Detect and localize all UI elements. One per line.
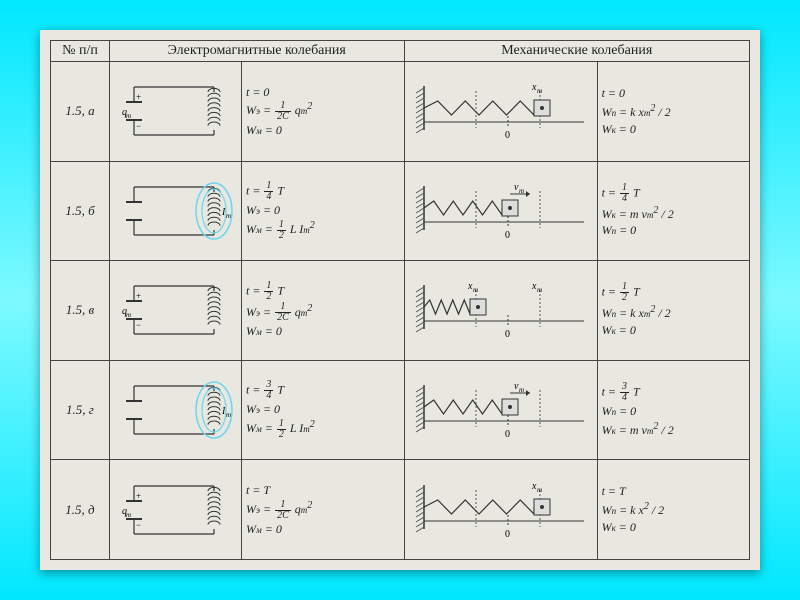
em-circuit-diagram: Im (109, 360, 241, 460)
table-row: 1.5, гImt = 34 TWэ = 0Wм = 12 L Im20vmt … (51, 360, 750, 460)
em-circuit-diagram: qm+− (109, 460, 241, 560)
header-row: № п/п Электромагнитные колебания Механич… (51, 41, 750, 62)
em-circuit-diagram: qm+− (109, 62, 241, 162)
svg-text:+: + (136, 491, 141, 501)
svg-text:+: + (136, 92, 141, 102)
mech-equations: t = 0Wп = k xm2 / 2Wк = 0 (597, 62, 749, 162)
header-em: Электромагнитные колебания (109, 41, 404, 62)
em-equations: t = 34 TWэ = 0Wм = 12 L Im2 (241, 360, 404, 460)
row-index: 1.5, в (51, 261, 110, 361)
svg-text:m: m (473, 286, 478, 294)
em-circuit-diagram: Im (109, 161, 241, 261)
svg-text:0: 0 (505, 329, 510, 340)
svg-text:−: − (136, 121, 141, 131)
svg-text:−: − (136, 320, 141, 330)
svg-text:m: m (126, 311, 131, 319)
svg-text:m: m (226, 411, 231, 419)
mech-equations: t = TWп = k x2 / 2Wк = 0 (597, 460, 749, 560)
svg-text:m: m (537, 286, 542, 294)
em-circuit-diagram: qm+− (109, 261, 241, 361)
svg-text:0: 0 (505, 130, 510, 141)
mech-equations: t = 12 TWп = k xm2 / 2Wк = 0 (597, 261, 749, 361)
row-index: 1.5, б (51, 161, 110, 261)
svg-text:0: 0 (505, 529, 510, 540)
svg-text:m: m (519, 386, 524, 394)
svg-text:0: 0 (505, 230, 510, 241)
header-index: № п/п (51, 41, 110, 62)
svg-text:m: m (537, 87, 542, 95)
table-row: 1.5, дqm+−t = TWэ = 12C qm2Wм = 00xmt = … (51, 460, 750, 560)
mech-spring-diagram: 0vm (404, 161, 597, 261)
table-row: 1.5, вqm+−t = 12 TWэ = 12C qm2Wм = 00xmx… (51, 261, 750, 361)
svg-text:−: − (136, 520, 141, 530)
header-mech: Механические колебания (404, 41, 749, 62)
row-index: 1.5, д (51, 460, 110, 560)
svg-text:m: m (537, 486, 542, 494)
mech-spring-diagram: 0xmxm (404, 261, 597, 361)
mech-equations: t = 14 TWк = m vm2 / 2Wп = 0 (597, 161, 749, 261)
mech-equations: t = 34 TWп = 0Wк = m vm2 / 2 (597, 360, 749, 460)
row-index: 1.5, г (51, 360, 110, 460)
svg-text:m: m (126, 511, 131, 519)
em-equations: t = 0Wэ = 12C qm2Wм = 0 (241, 62, 404, 162)
em-equations: t = TWэ = 12C qm2Wм = 0 (241, 460, 404, 560)
svg-text:0: 0 (505, 429, 510, 440)
svg-text:m: m (226, 212, 231, 220)
comparison-table: № п/п Электромагнитные колебания Механич… (50, 40, 750, 560)
table-row: 1.5, аqm+−t = 0Wэ = 12C qm2Wм = 00xmt = … (51, 62, 750, 162)
svg-text:+: + (136, 291, 141, 301)
em-equations: t = 12 TWэ = 12C qm2Wм = 0 (241, 261, 404, 361)
svg-text:m: m (519, 187, 524, 195)
scanned-page: № п/п Электромагнитные колебания Механич… (40, 30, 760, 570)
table-row: 1.5, бImt = 14 TWэ = 0Wм = 12 L Im20vmt … (51, 161, 750, 261)
svg-text:m: m (126, 112, 131, 120)
row-index: 1.5, а (51, 62, 110, 162)
mech-spring-diagram: 0vm (404, 360, 597, 460)
em-equations: t = 14 TWэ = 0Wм = 12 L Im2 (241, 161, 404, 261)
mech-spring-diagram: 0xm (404, 460, 597, 560)
mech-spring-diagram: 0xm (404, 62, 597, 162)
